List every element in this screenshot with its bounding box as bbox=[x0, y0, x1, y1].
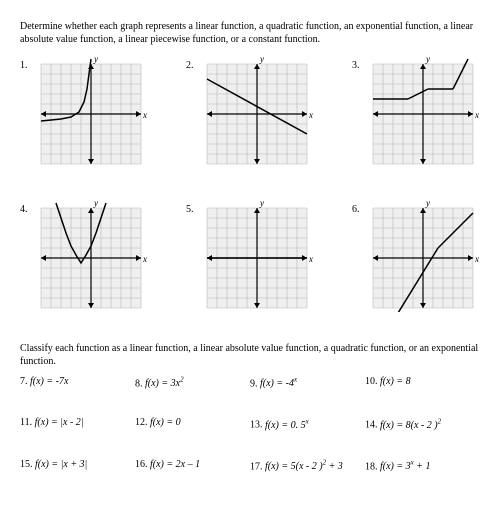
function-item: 10. f(x) = 8 bbox=[365, 376, 480, 389]
fn-equation: f(x) = 2x – 1 bbox=[150, 459, 200, 470]
fn-number: 7. bbox=[20, 376, 28, 387]
fn-equation: f(x) = 8(x - 2 )2 bbox=[380, 420, 441, 431]
svg-text:y: y bbox=[93, 198, 98, 208]
graph-3: xy bbox=[366, 54, 480, 168]
graph-1: xy bbox=[34, 54, 148, 168]
fn-equation: f(x) = -4x bbox=[260, 378, 297, 389]
graph-item: 5.xy bbox=[186, 198, 314, 312]
function-item: 16. f(x) = 2x – 1 bbox=[135, 459, 250, 472]
function-item: 9. f(x) = -4x bbox=[250, 376, 365, 389]
svg-text:y: y bbox=[259, 54, 264, 64]
function-item: 17. f(x) = 5(x - 2 )2 + 3 bbox=[250, 459, 365, 472]
fn-number: 11. bbox=[20, 417, 32, 428]
svg-text:y: y bbox=[259, 198, 264, 208]
svg-text:y: y bbox=[93, 54, 98, 64]
fn-equation: f(x) = 5(x - 2 )2 + 3 bbox=[265, 461, 343, 472]
graph-item: 6.xy bbox=[352, 198, 480, 312]
fn-number: 12. bbox=[135, 417, 148, 428]
function-item: 12. f(x) = 0 bbox=[135, 417, 250, 430]
fn-equation: f(x) = 0 bbox=[150, 417, 181, 428]
graph-2: xy bbox=[200, 54, 314, 168]
fn-number: 13. bbox=[250, 420, 263, 431]
fn-equation: f(x) = 3x2 bbox=[145, 378, 184, 389]
graph-number: 1. bbox=[20, 54, 30, 168]
graph-6: xy bbox=[366, 198, 480, 312]
graph-number: 3. bbox=[352, 54, 362, 168]
fn-number: 8. bbox=[135, 378, 143, 389]
fn-number: 17. bbox=[250, 461, 263, 472]
fn-number: 10. bbox=[365, 376, 378, 387]
svg-text:x: x bbox=[142, 254, 147, 264]
svg-text:x: x bbox=[308, 110, 313, 120]
fn-number: 18. bbox=[365, 461, 378, 472]
fn-equation: f(x) = 0. 5x bbox=[265, 420, 309, 431]
svg-text:x: x bbox=[308, 254, 313, 264]
graph-5: xy bbox=[200, 198, 314, 312]
graph-number: 4. bbox=[20, 198, 30, 312]
graph-number: 6. bbox=[352, 198, 362, 312]
graph-4: xy bbox=[34, 198, 148, 312]
function-item: 18. f(x) = 3x + 1 bbox=[365, 459, 480, 472]
fn-equation: f(x) = |x - 2| bbox=[35, 417, 84, 428]
graph-number: 5. bbox=[186, 198, 196, 312]
function-item: 15. f(x) = |x + 3| bbox=[20, 459, 135, 472]
section-a-instructions: Determine whether each graph represents … bbox=[20, 20, 480, 46]
svg-text:x: x bbox=[142, 110, 147, 120]
svg-text:x: x bbox=[474, 110, 479, 120]
function-item: 14. f(x) = 8(x - 2 )2 bbox=[365, 417, 480, 430]
section-b-instructions: Classify each function as a linear funct… bbox=[20, 342, 480, 368]
graph-item: 2.xy bbox=[186, 54, 314, 168]
graph-item: 3.xy bbox=[352, 54, 480, 168]
graph-item: 1.xy bbox=[20, 54, 148, 168]
fn-number: 14. bbox=[365, 420, 378, 431]
fn-number: 15. bbox=[20, 459, 33, 470]
fn-equation: f(x) = 3x + 1 bbox=[380, 461, 430, 472]
graph-number: 2. bbox=[186, 54, 196, 168]
svg-text:y: y bbox=[425, 54, 430, 64]
function-item: 13. f(x) = 0. 5x bbox=[250, 417, 365, 430]
function-item: 7. f(x) = -7x bbox=[20, 376, 135, 389]
fn-number: 16. bbox=[135, 459, 148, 470]
fn-equation: f(x) = -7x bbox=[30, 376, 68, 387]
svg-text:y: y bbox=[425, 198, 430, 208]
graph-item: 4.xy bbox=[20, 198, 148, 312]
svg-text:x: x bbox=[474, 254, 479, 264]
fn-equation: f(x) = 8 bbox=[380, 376, 411, 387]
fn-equation: f(x) = |x + 3| bbox=[35, 459, 87, 470]
function-item: 8. f(x) = 3x2 bbox=[135, 376, 250, 389]
fn-number: 9. bbox=[250, 378, 258, 389]
function-item: 11. f(x) = |x - 2| bbox=[20, 417, 135, 430]
